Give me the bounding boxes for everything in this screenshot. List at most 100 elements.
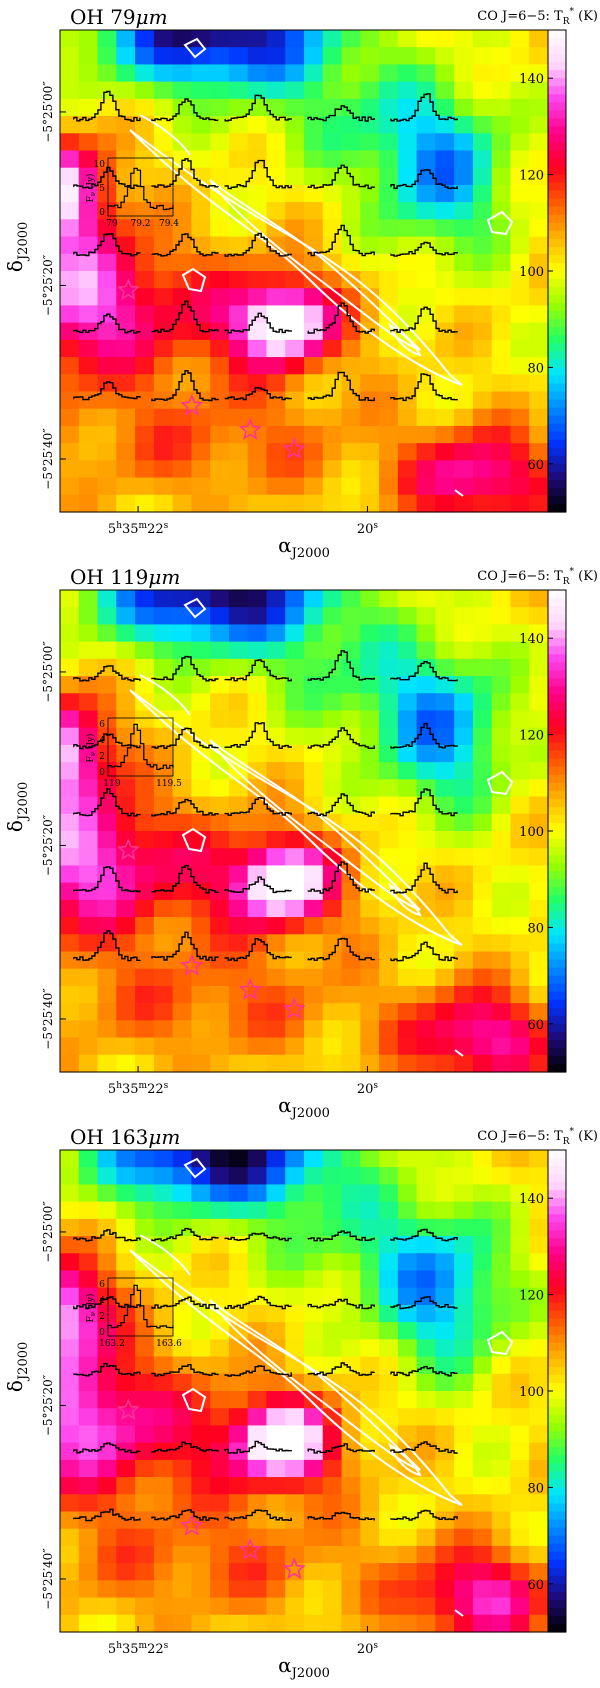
heatmap-cell [416, 590, 436, 608]
heatmap-cell [191, 339, 211, 358]
heatmap-cell [472, 917, 493, 935]
heatmap-cell [172, 1037, 192, 1056]
heatmap-cell [191, 1614, 211, 1633]
heatmap-cell [78, 1614, 99, 1633]
heatmap-cell [135, 968, 155, 987]
heatmap-cell [285, 1528, 305, 1547]
heatmap-cell [191, 1356, 211, 1375]
heatmap-cell [304, 710, 324, 729]
heatmap-cell [60, 81, 80, 100]
heatmap-cell [529, 1218, 549, 1237]
heatmap-cell [60, 184, 80, 203]
heatmap-cell [210, 1184, 230, 1203]
heatmap-cell [266, 985, 286, 1004]
heatmap-cell [153, 1218, 174, 1237]
heatmap-cell [153, 1184, 174, 1203]
heatmap-cell [172, 1322, 192, 1340]
heatmap-cell [116, 1563, 136, 1581]
colorbar-tick-label: 60 [527, 1018, 544, 1033]
heatmap-cell [116, 1184, 136, 1203]
heatmap-cell [341, 374, 361, 393]
heatmap-cell [153, 1459, 174, 1478]
heatmap-cell [472, 831, 493, 849]
heatmap-cell [341, 1236, 361, 1254]
heatmap-cell [510, 81, 530, 100]
heatmap-cell [397, 641, 418, 660]
heatmap-cell [510, 322, 530, 341]
heatmap-cell [529, 408, 549, 427]
heatmap-cell [529, 1287, 549, 1306]
heatmap-cell [285, 1020, 305, 1039]
spectrum [307, 1362, 375, 1376]
heatmap-cell [78, 727, 99, 746]
heatmap-cell [247, 1477, 268, 1495]
heatmap-cell [172, 1253, 192, 1272]
heatmap-cell [379, 968, 399, 987]
heatmap-cell [491, 985, 512, 1004]
heatmap-cell [341, 676, 361, 694]
x-axis-label: αJ2000 [278, 1093, 330, 1121]
heatmap-cell [210, 477, 230, 496]
heatmap-cell [360, 917, 380, 935]
heatmap-cell [416, 219, 436, 238]
heatmap-cell [97, 1494, 117, 1513]
heatmap-cell [285, 1218, 305, 1237]
heatmap-cell [210, 443, 230, 461]
heatmap-cell [472, 1597, 493, 1616]
heatmap-cell [510, 1037, 530, 1056]
heatmap-cell [116, 917, 136, 935]
heatmap-cell [228, 1287, 249, 1306]
heatmap-cell [360, 727, 380, 746]
heatmap-cell [322, 184, 343, 203]
heatmap-cell [153, 374, 174, 393]
heatmap-cell [153, 1167, 174, 1186]
heatmap-cell [491, 305, 512, 324]
spectrum [390, 241, 458, 257]
heatmap-cell [379, 167, 399, 186]
heatmap-cell [210, 882, 230, 901]
heatmap-cell [322, 47, 343, 66]
colorbar-segment [548, 78, 566, 87]
heatmap-cell [304, 1201, 324, 1220]
heatmap-cell [304, 968, 324, 987]
heatmap-cell [360, 968, 380, 987]
colorbar-segment [548, 766, 566, 776]
heatmap-cell [322, 425, 343, 444]
heatmap-cell [397, 1477, 418, 1495]
heatmap-cell [360, 1373, 380, 1392]
heatmap-cell [491, 1356, 512, 1375]
heatmap-cell [454, 1459, 474, 1478]
heatmap-cell [285, 762, 305, 780]
heatmap-cell [153, 796, 174, 815]
heatmap-cell [153, 253, 174, 272]
heatmap-cell [116, 1477, 136, 1495]
heatmap-cell [266, 968, 286, 987]
colorbar-tick-label: 80 [527, 361, 544, 376]
inset-ytick-label: 6 [99, 720, 105, 730]
heatmap-cell [510, 985, 530, 1004]
heatmap-cell [116, 968, 136, 987]
colorbar-segment [548, 790, 566, 800]
heatmap-cell [529, 30, 549, 48]
heatmap-cell [416, 391, 436, 410]
heatmap-cell [416, 1184, 436, 1203]
heatmap-cell [379, 590, 399, 608]
heatmap-cell [191, 236, 211, 255]
heatmap-cell [97, 1150, 117, 1168]
heatmap-cell [472, 744, 493, 763]
heatmap-cell [341, 951, 361, 970]
heatmap-cell [529, 1201, 549, 1220]
heatmap-cell [135, 477, 155, 496]
heatmap-cell [228, 1201, 249, 1220]
heatmap-cell [153, 236, 174, 255]
heatmap-cell [210, 1614, 230, 1633]
heatmap-cell [210, 133, 230, 152]
heatmap-cell [472, 219, 493, 238]
heatmap-cell [228, 64, 249, 83]
heatmap-cell [491, 357, 512, 375]
heatmap-cell [285, 1304, 305, 1323]
heatmap-cell [454, 1614, 474, 1633]
heatmap-cell [341, 1287, 361, 1306]
heatmap-cell [210, 1356, 230, 1375]
heatmap-cell [247, 710, 268, 729]
